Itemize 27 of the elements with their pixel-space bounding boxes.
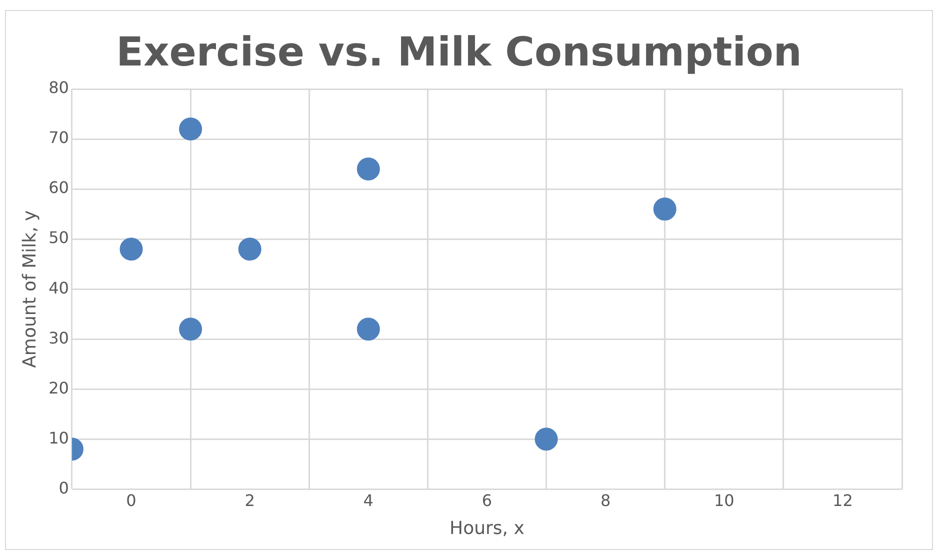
point	[179, 118, 202, 141]
y-axis-title: Amount of Milk, y	[19, 210, 40, 368]
x-tick-label: 0	[126, 490, 136, 510]
chart-title: Exercise vs. Milk Consumption	[116, 29, 802, 76]
y-tick-label: 10	[48, 428, 69, 448]
x-tick-label: 12	[832, 490, 853, 510]
y-tick-label: 70	[48, 128, 69, 148]
x-tick-label: 8	[600, 490, 611, 510]
y-tick-label: 0	[58, 478, 69, 498]
point	[356, 158, 380, 181]
y-tick-label: 20	[48, 378, 69, 398]
y-tick-label: 50	[48, 228, 69, 248]
x-tick-label: 10	[714, 490, 734, 510]
point	[356, 318, 380, 341]
y-tick-label: 30	[48, 328, 69, 348]
y-tick-label: 80	[48, 78, 69, 98]
x-tick-label: 6	[482, 490, 492, 510]
point	[179, 318, 202, 341]
y-tick-label: 40	[48, 278, 69, 298]
point	[120, 238, 143, 261]
x-tick-label: 2	[244, 490, 255, 510]
point	[238, 238, 262, 261]
point	[653, 198, 676, 221]
y-tick-label: 60	[48, 178, 69, 198]
x-tick-label: 4	[363, 490, 374, 510]
point	[534, 428, 558, 451]
x-axis-title: Hours, x	[450, 518, 525, 539]
